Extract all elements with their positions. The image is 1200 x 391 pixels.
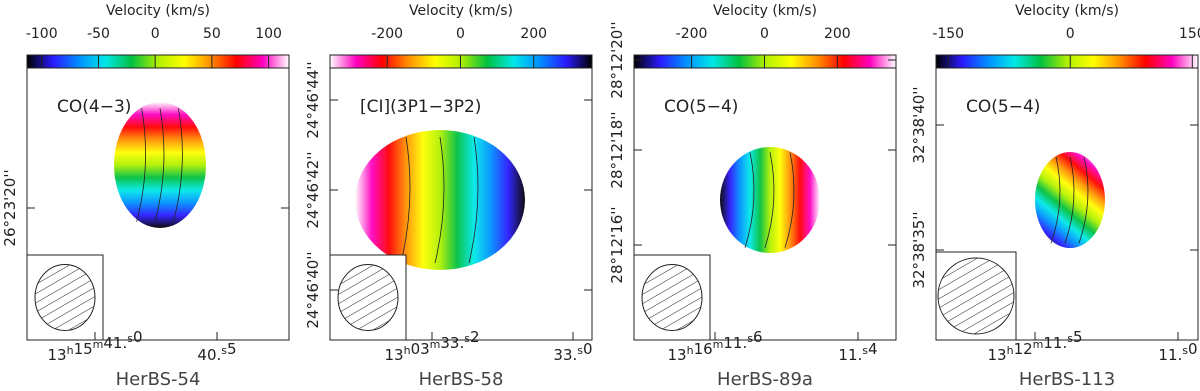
x-tick-label: 11.s0 bbox=[1158, 340, 1197, 364]
line-label: CO(5−4) bbox=[664, 97, 738, 117]
colorbar-tick-label: 200 bbox=[520, 26, 547, 42]
colorbar-tick-label: -100 bbox=[26, 26, 58, 42]
colorbar-tick-label: -50 bbox=[87, 26, 110, 42]
colorbar bbox=[935, 54, 1199, 69]
colorbar bbox=[26, 54, 290, 69]
contour bbox=[434, 136, 445, 264]
x-tick-label: 13h03m33.s2 bbox=[384, 328, 479, 364]
x-tick-label: 11.s4 bbox=[838, 340, 877, 364]
y-tick-label: 28°12'16'' bbox=[608, 206, 626, 283]
x-tick-label: 13h16m11.s6 bbox=[667, 328, 762, 364]
line-label: CO(4−3) bbox=[57, 97, 131, 117]
x-tick-label: 33.s0 bbox=[553, 340, 592, 364]
contour bbox=[744, 152, 755, 248]
y-tick-label: 24°46'44'' bbox=[304, 61, 322, 138]
colorbar-tick-label: -200 bbox=[676, 26, 708, 42]
contour bbox=[154, 108, 165, 222]
contour bbox=[136, 108, 146, 222]
colorbar-title: Velocity (km/s) bbox=[106, 3, 210, 19]
panel: Velocity (km/s) -100 -50 0 50 100 CO(4−3) 13h15… bbox=[1, 3, 290, 390]
beam bbox=[937, 257, 1015, 335]
colorbar bbox=[633, 54, 897, 69]
colorbar-tick-label: -200 bbox=[371, 26, 403, 42]
colorbar-tick-label: 0 bbox=[760, 26, 769, 42]
colorbar-title: Velocity (km/s) bbox=[713, 3, 817, 19]
colorbar-title: Velocity (km/s) bbox=[409, 3, 513, 19]
velocity-map bbox=[114, 102, 206, 228]
panel: Velocity (km/s) -200 0 200 [CI](3P1−3P2) 13h0… bbox=[304, 3, 593, 390]
x-tick-label: 13h12m11.s5 bbox=[987, 328, 1082, 364]
colorbar-tick-label: 100 bbox=[255, 26, 282, 42]
y-tick-label: 32°38'35'' bbox=[910, 211, 928, 288]
colorbar-tick-label: 0 bbox=[151, 26, 160, 42]
contour bbox=[1050, 156, 1061, 244]
y-tick-label: 24°46'40'' bbox=[304, 251, 322, 328]
colorbar-tick-label: 0 bbox=[1066, 26, 1075, 42]
panel: Velocity (km/s) -150 0 150 CO(5−4) 13h12m11.s… bbox=[910, 3, 1200, 390]
y-tick-label: 28°12'18'' bbox=[608, 111, 626, 188]
y-tick-label: 24°46'42'' bbox=[304, 151, 322, 228]
contour bbox=[468, 136, 479, 264]
source-name: HerBS-58 bbox=[419, 369, 504, 390]
velocity-map bbox=[1035, 152, 1105, 248]
contour bbox=[764, 152, 775, 248]
line-label: [CI](3P1−3P2) bbox=[360, 97, 481, 117]
source-name: HerBS-113 bbox=[1019, 369, 1115, 390]
contour bbox=[1064, 156, 1075, 244]
beam bbox=[641, 264, 703, 331]
beam bbox=[337, 264, 399, 331]
colorbar-title: Velocity (km/s) bbox=[1015, 3, 1119, 19]
panel: Velocity (km/s) -200 0 200 CO(5−4) 13h16m11.s… bbox=[608, 3, 897, 390]
velocity-map bbox=[720, 147, 820, 253]
y-tick-label: 28°12'20'' bbox=[608, 21, 626, 98]
contour bbox=[173, 108, 183, 222]
y-tick-label: 26°23'20'' bbox=[1, 169, 19, 246]
line-label: CO(5−4) bbox=[966, 97, 1040, 117]
colorbar bbox=[329, 54, 593, 69]
colorbar-tick-label: 0 bbox=[456, 26, 465, 42]
colorbar-tick-label: -150 bbox=[932, 26, 964, 42]
source-name: HerBS-54 bbox=[116, 369, 201, 390]
contour bbox=[784, 152, 795, 248]
colorbar-tick-label: 200 bbox=[824, 26, 851, 42]
y-tick-label: 32°38'40'' bbox=[910, 86, 928, 163]
colorbar-tick-label: 50 bbox=[203, 26, 221, 42]
source-name: HerBS-89a bbox=[717, 369, 813, 390]
colorbar-tick-label: 150 bbox=[1179, 26, 1200, 42]
contour bbox=[1078, 156, 1089, 244]
x-tick-label: 13h15m41.s0 bbox=[47, 328, 142, 364]
contour bbox=[400, 136, 411, 264]
beam bbox=[34, 264, 96, 331]
x-tick-label: 40.s5 bbox=[197, 340, 236, 364]
velocity-map bbox=[355, 130, 525, 270]
